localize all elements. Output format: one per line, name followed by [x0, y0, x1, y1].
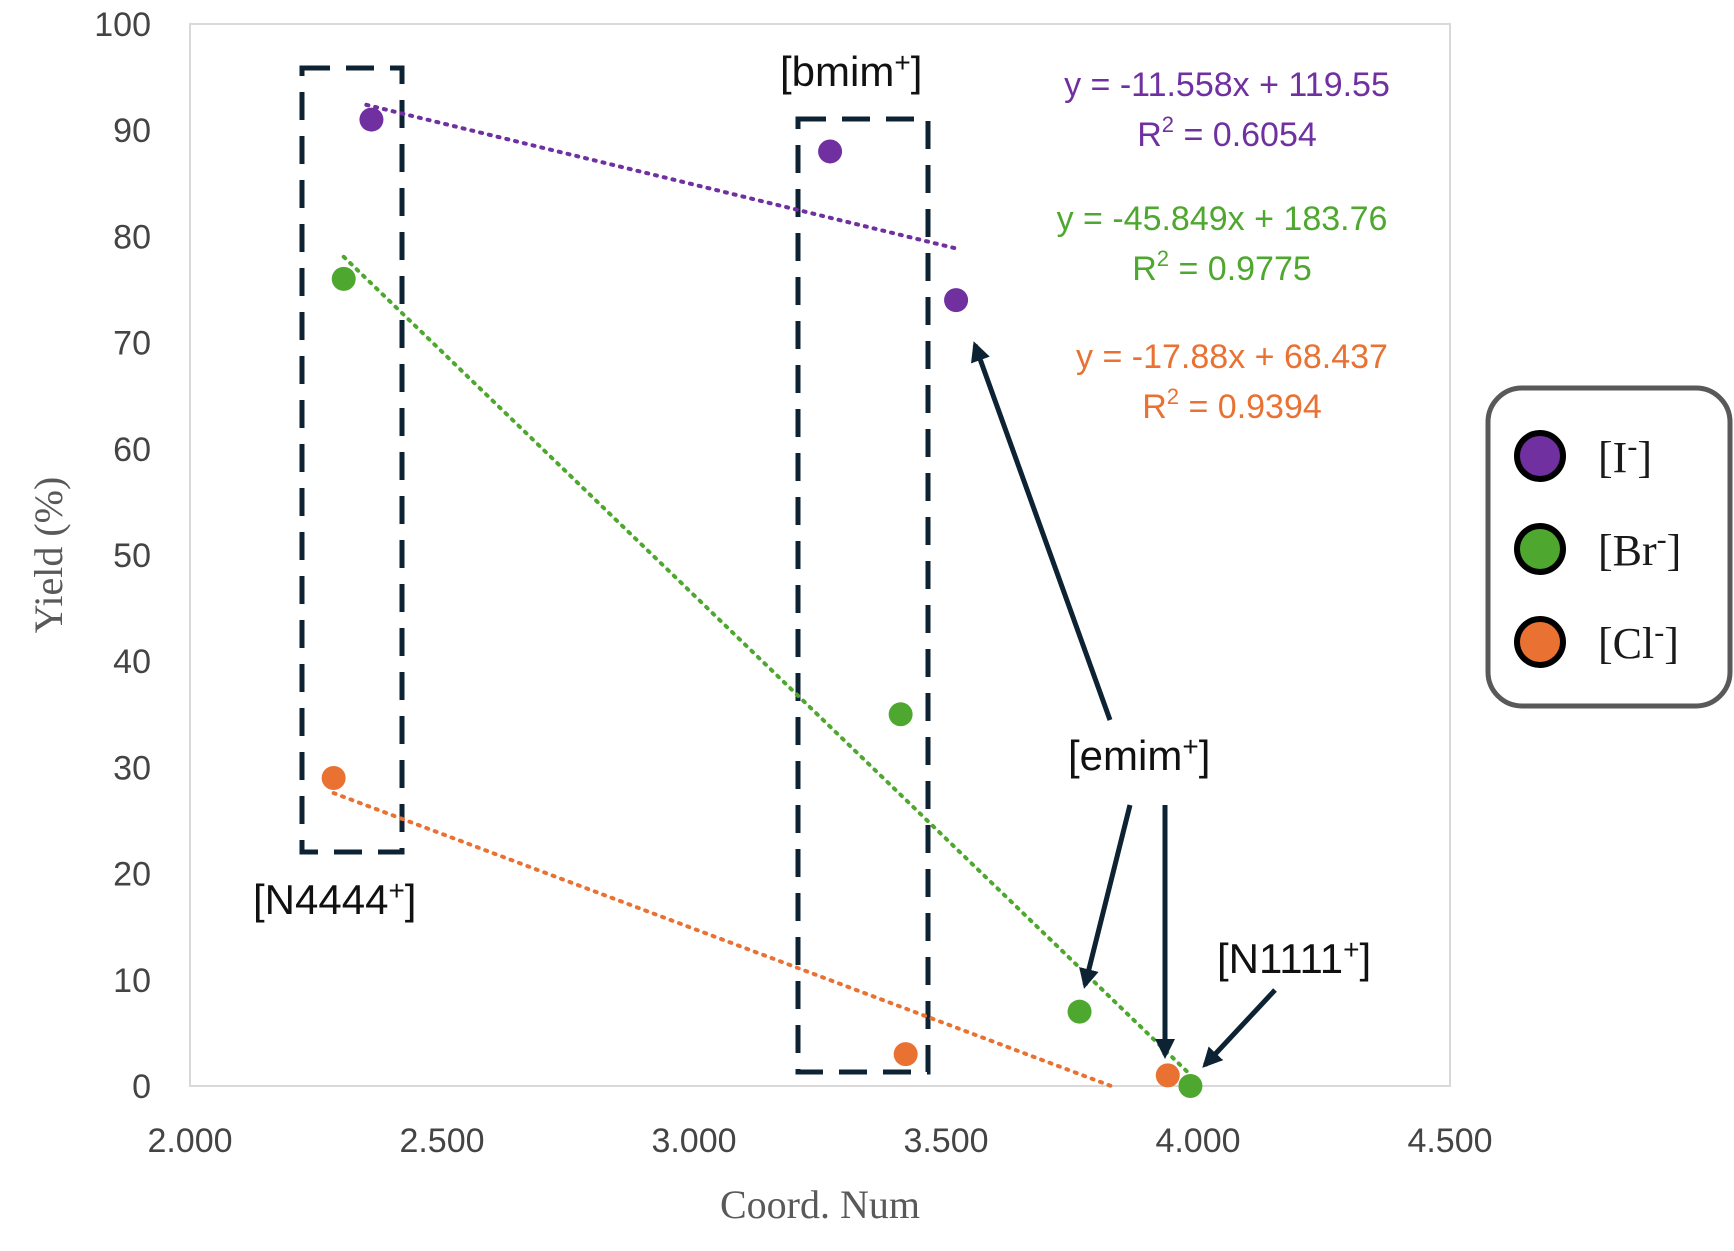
- legend-marker-bromide: [1514, 523, 1566, 575]
- data-point-series-2: [893, 1042, 918, 1067]
- bromide-r2-text: R2 = 0.9775: [1132, 246, 1312, 288]
- iodide-equation-text: y = -11.558x + 119.55: [1064, 66, 1390, 104]
- data-point-series-1: [1067, 999, 1092, 1024]
- legend-marker-iodide: [1514, 430, 1566, 482]
- chloride-equation: y = -17.88x + 68.437 R2 = 0.9394: [1076, 338, 1388, 426]
- trendline-series-1: [341, 254, 1193, 1077]
- x-tick-label: 2.000: [147, 1122, 232, 1160]
- y-axis-label: Yield (%): [26, 477, 71, 634]
- iodide-equation: y = -11.558x + 119.55 R2 = 0.6054: [1064, 66, 1390, 154]
- annotation-n4444: [N4444+]: [253, 875, 416, 923]
- y-tick-label: 40: [113, 643, 151, 681]
- x-tick-label: 3.500: [903, 1122, 988, 1160]
- legend-marker-chloride: [1514, 616, 1566, 668]
- annotation-n1111: [N1111+]: [1217, 934, 1371, 982]
- annotation-bmim: [bmim+]: [780, 47, 922, 95]
- n4444-group-box: [299, 65, 405, 855]
- data-point-series-2: [321, 766, 346, 791]
- y-tick-label: 10: [113, 962, 151, 1000]
- trendlines: [331, 102, 1193, 1089]
- y-axis-ticks: 0 10 20 30 40 50 60 70 80 90 100: [94, 6, 151, 1106]
- y-tick-label: 90: [113, 112, 151, 150]
- y-tick-label: 100: [94, 6, 151, 44]
- bromide-equation: y = -45.849x + 183.76 R2 = 0.9775: [1057, 200, 1388, 288]
- emim-bromide-arrow: [1079, 804, 1133, 989]
- data-point-series-1: [1178, 1074, 1203, 1098]
- data-point-series-2: [1155, 1063, 1180, 1088]
- data-point-series-1: [888, 702, 913, 727]
- iodide-r2-text: R2 = 0.6054: [1137, 112, 1317, 154]
- trendline-series-2: [331, 791, 1115, 1089]
- data-point-series-0: [359, 107, 384, 132]
- n1111-arrow: [1202, 988, 1277, 1068]
- trendline-series-0: [364, 102, 959, 251]
- data-point-series-0: [818, 139, 843, 164]
- y-tick-label: 60: [113, 431, 151, 469]
- y-tick-label: 30: [113, 749, 151, 787]
- x-tick-label: 3.000: [651, 1122, 736, 1160]
- chloride-equation-text: y = -17.88x + 68.437: [1076, 338, 1388, 376]
- legend-label-bromide: [Br-]: [1598, 523, 1681, 575]
- emim-iodide-arrow: [971, 341, 1113, 721]
- bromide-equation-text: y = -45.849x + 183.76: [1057, 200, 1388, 238]
- x-tick-label: 4.000: [1155, 1122, 1240, 1160]
- y-tick-label: 70: [113, 325, 151, 363]
- y-tick-label: 50: [113, 537, 151, 575]
- legend-label-iodide: [I-]: [1598, 430, 1652, 482]
- plot-area: [189, 23, 1451, 1087]
- x-tick-label: 2.500: [399, 1122, 484, 1160]
- legend-label-chloride: [Cl-]: [1598, 616, 1679, 668]
- chloride-r2-text: R2 = 0.9394: [1142, 384, 1322, 426]
- data-point-series-1: [331, 266, 356, 291]
- x-axis-ticks: 2.000 2.500 3.000 3.500 4.000 4.500: [147, 1122, 1492, 1160]
- data-points: [321, 107, 1203, 1098]
- x-tick-label: 4.500: [1407, 1122, 1492, 1160]
- legend: [I-] [Br-] [Cl-]: [1485, 385, 1733, 709]
- bmim-group-box: [795, 116, 931, 1075]
- x-axis-label: Coord. Num: [720, 1182, 920, 1227]
- data-point-series-0: [944, 288, 969, 313]
- y-tick-label: 80: [113, 218, 151, 256]
- annotation-emim: [emim+]: [1068, 731, 1210, 779]
- y-tick-label: 20: [113, 856, 151, 894]
- y-tick-label: 0: [132, 1068, 151, 1106]
